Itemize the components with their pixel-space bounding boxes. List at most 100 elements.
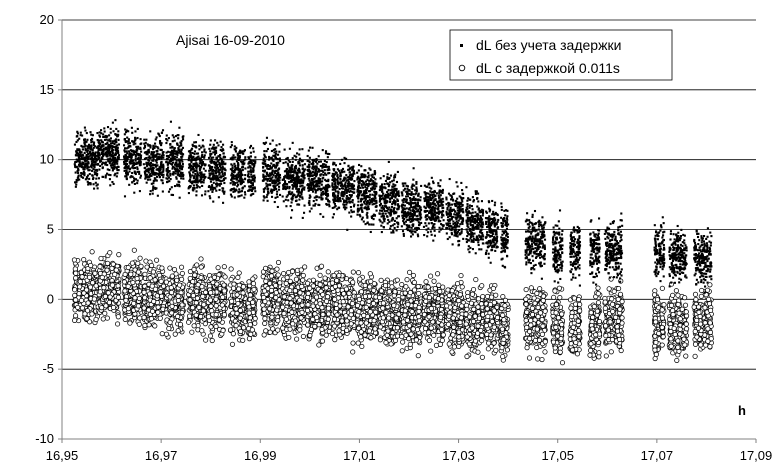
point-no-delay [81,134,84,137]
point-no-delay [125,172,128,175]
point-no-delay [278,143,281,146]
point-no-delay [270,149,273,153]
point-no-delay [86,180,89,183]
point-no-delay [219,180,222,183]
point-no-delay [111,152,114,155]
point-with-delay [125,306,131,312]
point-no-delay [101,152,104,155]
point-no-delay [156,164,159,167]
point-no-delay [298,178,301,181]
point-with-delay [175,313,181,320]
point-no-delay [133,153,136,156]
point-no-delay [138,190,141,193]
point-no-delay [173,150,176,153]
point-no-delay [233,196,236,199]
point-no-delay [212,181,215,184]
point-no-delay [268,157,271,160]
point-no-delay [97,177,100,180]
point-no-delay [101,151,104,154]
point-with-delay [297,290,303,296]
point-no-delay [104,161,107,164]
point-no-delay [79,174,83,177]
point-no-delay [198,174,201,177]
point-no-delay [299,158,302,161]
point-no-delay [194,162,197,165]
point-no-delay [201,144,204,147]
point-no-delay [198,186,201,189]
point-no-delay [79,131,82,134]
point-with-delay [187,288,193,294]
point-with-delay [91,296,97,302]
point-no-delay [143,138,146,141]
point-no-delay [114,140,117,143]
point-no-delay [122,144,126,147]
point-no-delay [165,177,168,180]
point-no-delay [147,158,150,162]
point-with-delay [155,304,161,310]
point-with-delay [300,277,306,283]
point-no-delay [100,129,103,132]
point-no-delay [237,179,240,182]
point-no-delay [231,156,234,159]
point-no-delay [82,163,85,166]
point-no-delay [222,143,225,146]
point-no-delay [239,168,242,171]
point-no-delay [130,175,133,178]
point-no-delay [218,176,221,179]
point-no-delay [272,185,275,188]
point-with-delay [249,327,255,333]
point-with-delay [106,299,112,306]
point-with-delay [189,329,195,335]
point-no-delay [86,166,89,169]
point-no-delay [239,177,242,180]
point-no-delay [223,181,226,185]
point-with-delay [198,313,204,320]
point-no-delay [200,155,204,159]
point-no-delay [95,174,99,177]
point-no-delay [198,144,201,147]
point-no-delay [202,167,205,170]
point-no-delay [89,154,92,157]
point-no-delay [109,164,113,167]
point-with-delay [293,276,300,282]
point-no-delay [224,177,227,180]
point-no-delay [289,205,292,208]
point-no-delay [128,170,131,173]
point-no-delay [222,201,225,204]
point-no-delay [219,158,222,161]
point-no-delay [239,181,243,184]
point-no-delay [136,168,139,171]
point-no-delay [302,172,305,175]
point-no-delay [275,144,278,147]
point-no-delay [100,140,104,143]
point-no-delay [296,152,299,155]
point-no-delay [77,149,80,152]
point-no-delay [122,155,126,158]
point-with-delay [112,271,118,278]
point-with-delay [250,299,256,305]
point-no-delay [200,171,203,174]
point-no-delay [172,171,175,174]
point-with-delay [100,316,106,322]
point-with-delay [262,320,268,327]
point-no-delay [81,172,84,175]
point-no-delay [134,172,137,176]
point-no-delay [128,145,131,148]
point-no-delay [89,150,92,153]
point-no-delay [77,174,80,177]
point-no-delay [143,157,146,160]
point-no-delay [203,150,206,153]
point-no-delay [270,162,273,165]
point-no-delay [80,155,83,158]
point-with-delay [275,272,281,278]
point-with-delay [77,278,83,285]
point-no-delay [276,153,280,156]
point-no-delay [114,152,117,155]
point-with-delay [208,324,214,330]
point-no-delay [215,179,218,182]
point-with-delay [186,313,193,319]
point-no-delay [86,150,89,153]
point-no-delay [238,157,241,160]
point-no-delay [131,162,134,165]
point-no-delay [218,183,221,186]
